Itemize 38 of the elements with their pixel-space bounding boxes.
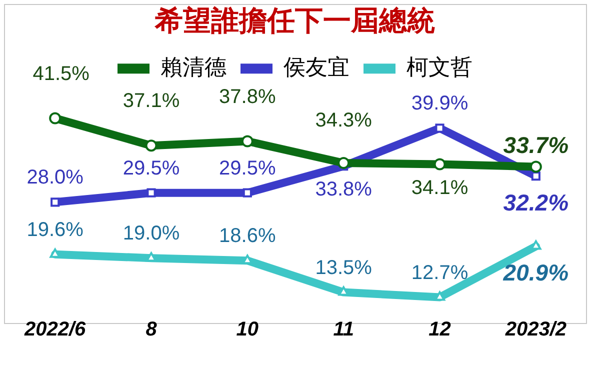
point	[531, 172, 540, 181]
data-label: 12.7%	[411, 262, 468, 284]
point	[434, 158, 446, 170]
data-label: 34.3%	[315, 110, 372, 132]
x-tick-label: 2023/2	[504, 318, 567, 341]
point	[530, 160, 542, 173]
data-label: 28.0%	[26, 166, 84, 189]
data-label: 37.1%	[122, 90, 180, 112]
legend-label: 賴清德	[160, 54, 226, 80]
data-label: 20.9%	[502, 260, 569, 286]
point	[241, 135, 254, 148]
data-label: 29.5%	[219, 157, 276, 180]
data-label: 33.7%	[503, 132, 569, 158]
point	[146, 188, 156, 198]
data-label: 19.0%	[122, 222, 180, 245]
data-label: 39.9%	[411, 92, 468, 115]
x-tick-label: 10	[236, 318, 259, 341]
data-label: 41.5%	[32, 62, 90, 85]
legend-label: 柯文哲	[406, 54, 472, 80]
data-label: 13.5%	[315, 256, 372, 279]
x-tick-label: 12	[428, 318, 451, 341]
x-tick-label: 11	[333, 318, 354, 341]
data-label: 32.2%	[503, 189, 569, 216]
data-label: 18.6%	[219, 225, 276, 248]
data-label: 19.6%	[26, 218, 84, 241]
data-label: 33.8%	[315, 178, 372, 201]
point	[50, 198, 60, 207]
data-label: 37.8%	[219, 86, 276, 108]
legend-label: 侯友宜	[284, 54, 350, 80]
x-tick-label: 8	[146, 318, 158, 341]
point	[435, 124, 444, 133]
data-label: 29.5%	[122, 157, 180, 180]
point	[49, 112, 62, 124]
x-tick-label: 2022/6	[23, 318, 87, 341]
point	[145, 140, 158, 152]
point	[242, 188, 252, 198]
chart-title: 希望誰擔任下一屆總統	[154, 4, 435, 38]
data-label: 34.1%	[411, 176, 468, 199]
